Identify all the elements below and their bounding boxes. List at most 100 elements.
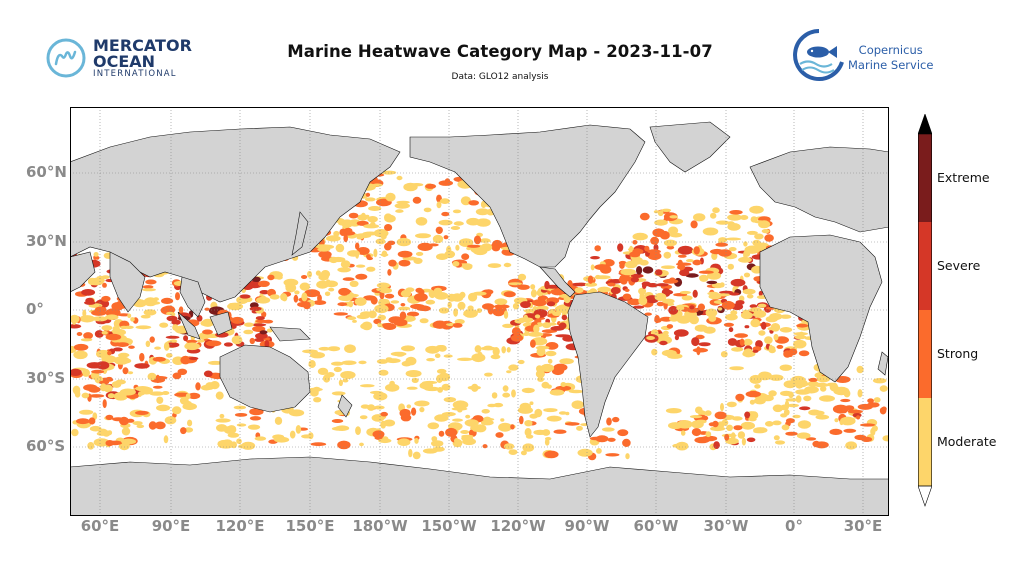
heatwave-patch — [552, 311, 562, 316]
heatwave-patch — [646, 336, 655, 340]
heatwave-patch — [293, 294, 299, 303]
colorbar-segment — [918, 310, 932, 398]
heatwave-patch — [154, 346, 161, 350]
heatwave-patch — [792, 414, 801, 419]
heatwave-patch — [231, 316, 244, 324]
heatwave-patch — [695, 419, 707, 424]
heatwave-patch — [426, 358, 435, 362]
heatwave-patch — [102, 282, 107, 288]
heatwave-patch — [677, 245, 694, 255]
landmass-europe — [749, 146, 890, 233]
heatwave-patch — [650, 236, 659, 245]
heatwave-patch — [419, 318, 429, 324]
heatwave-patch — [656, 301, 665, 307]
heatwave-patch — [376, 282, 390, 289]
heatwave-patch — [841, 409, 848, 414]
heatwave-patch — [541, 381, 550, 389]
map-frame — [70, 107, 889, 516]
heatwave-patch — [432, 234, 444, 244]
heatwave-patch — [653, 210, 659, 214]
heatwave-patch — [432, 320, 447, 329]
heatwave-patch — [542, 322, 552, 329]
lat-label: 60°S — [26, 437, 66, 455]
heatwave-patch — [342, 378, 349, 383]
heatwave-patch — [231, 335, 243, 345]
mercator-mark-icon — [46, 38, 86, 78]
heatwave-patch — [219, 413, 225, 419]
heatwave-patch — [654, 292, 667, 302]
heatwave-patch — [111, 302, 124, 311]
heatwave-patch — [331, 391, 346, 396]
heatwave-patch — [597, 286, 612, 293]
heatwave-patch — [406, 386, 418, 390]
heatwave-patch — [223, 426, 237, 434]
heatwave-patch — [72, 319, 77, 325]
heatwave-patch — [651, 348, 658, 356]
heatwave-patch — [88, 279, 104, 286]
heatwave-patch — [91, 309, 107, 316]
heatwave-patch — [452, 400, 469, 410]
heatwave-patch — [337, 302, 348, 307]
lon-label: 90°E — [151, 517, 191, 535]
heatwave-patch — [161, 297, 174, 304]
copernicus-logo-line1: Copernicus — [858, 43, 923, 57]
heatwave-patch — [360, 404, 370, 409]
heatwave-patch — [519, 415, 524, 425]
heatwave-patch — [765, 315, 778, 323]
heatwave-patch — [433, 287, 443, 295]
heatwave-patch — [749, 374, 762, 384]
heatwave-patch — [738, 256, 752, 263]
heatwave-patch — [303, 301, 311, 310]
heatwave-patch — [208, 360, 223, 365]
heatwave-patch — [331, 419, 344, 423]
heatwave-patch — [376, 359, 389, 364]
heatwave-patch — [153, 385, 163, 389]
heatwave-patch — [574, 287, 584, 294]
heatwave-patch — [101, 331, 108, 335]
heatwave-patch — [415, 287, 424, 293]
heatwave-patch — [506, 370, 512, 374]
heatwave-patch — [739, 215, 749, 220]
heatwave-patch — [610, 287, 621, 294]
heatwave-patch — [380, 233, 387, 240]
heatwave-patch — [531, 299, 547, 307]
heatwave-patch — [335, 243, 345, 253]
lat-label: 30°N — [26, 232, 67, 250]
heatwave-patch — [365, 192, 371, 197]
heatwave-patch — [737, 431, 746, 439]
heatwave-patch — [422, 380, 438, 385]
heatwave-patch — [705, 431, 712, 438]
heatwave-patch — [378, 369, 389, 376]
heatwave-patch — [156, 396, 164, 404]
heatwave-patch — [135, 325, 152, 330]
heatwave-patch — [856, 415, 861, 420]
heatwave-patch — [251, 323, 267, 327]
heatwave-patch — [355, 273, 368, 280]
heatwave-patch — [112, 325, 120, 332]
colorbar-max-arrow — [918, 114, 932, 135]
heatwave-patch — [745, 390, 761, 398]
heatwave-patch — [134, 363, 150, 369]
heatwave-patch — [476, 218, 491, 227]
heatwave-patch — [367, 216, 378, 223]
heatwave-patch — [679, 290, 692, 295]
heatwave-patch — [412, 451, 421, 460]
heatwave-patch — [443, 397, 457, 403]
heatwave-patch — [439, 198, 450, 204]
heatwave-patch — [331, 256, 346, 263]
heatwave-patch — [520, 301, 531, 309]
heatwave-patch — [753, 310, 767, 318]
heatwave-patch — [535, 345, 550, 350]
heatwave-patch — [215, 418, 231, 423]
landmass-southamerica — [567, 291, 649, 438]
heatwave-patch — [388, 259, 397, 267]
heatwave-patch — [546, 301, 556, 307]
heatwave-patch — [785, 431, 798, 436]
heatwave-patch — [673, 329, 689, 337]
heatwave-patch — [743, 338, 753, 346]
landmass-sumatra — [177, 311, 201, 340]
heatwave-patch — [746, 437, 756, 443]
heatwave-patch — [359, 415, 368, 420]
heatwave-patch — [120, 388, 136, 396]
heatwave-patch — [545, 284, 560, 289]
